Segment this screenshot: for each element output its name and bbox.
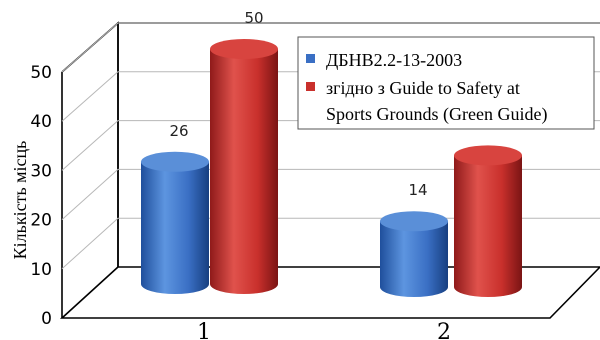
legend-swatch-blue xyxy=(306,54,315,63)
bar-top xyxy=(380,211,448,232)
legend-box xyxy=(297,36,595,130)
gridline xyxy=(61,168,600,220)
x-tick-label: 2 xyxy=(437,320,451,340)
bar-top xyxy=(454,145,522,166)
bar-series xyxy=(141,39,522,297)
y-tick-label: 10 xyxy=(30,260,52,280)
bar-red-2 xyxy=(454,145,522,297)
y-axis-title: Кількість місць xyxy=(10,141,30,260)
legend-item-1: ДБНВ2.2-13-2003 xyxy=(326,50,462,70)
bar-body xyxy=(380,221,448,297)
y-tick-label: 20 xyxy=(30,211,52,231)
bar-blue-1 xyxy=(141,151,209,294)
bar-red-1 xyxy=(210,39,278,294)
gridline xyxy=(61,22,600,73)
y-tick-label: 50 xyxy=(30,63,52,83)
data-label: 50 xyxy=(244,9,263,27)
bar-body xyxy=(141,161,209,294)
y-tick-label: 40 xyxy=(30,112,52,132)
bar-blue-2 xyxy=(380,211,448,297)
bar-top xyxy=(210,39,278,59)
bar-body xyxy=(454,155,522,297)
y-tick-labels: 0 10 20 30 40 50 xyxy=(30,63,52,329)
legend-swatch-red xyxy=(306,82,315,91)
y-tick-label: 30 xyxy=(30,161,52,181)
x-tick-label: 1 xyxy=(197,320,211,340)
legend-item-2-line2: Sports Grounds (Green Guide) xyxy=(326,104,547,125)
data-label: 26 xyxy=(169,122,188,140)
legend: ДБНВ2.2-13-2003 згідно з Guide to Safety… xyxy=(297,36,595,130)
bar-top xyxy=(141,151,209,172)
legend-item-2-line1: згідно з Guide to Safety at xyxy=(326,78,520,98)
y-tick-label: 0 xyxy=(41,309,52,329)
bar-body xyxy=(210,49,278,294)
data-label: 14 xyxy=(408,181,427,199)
